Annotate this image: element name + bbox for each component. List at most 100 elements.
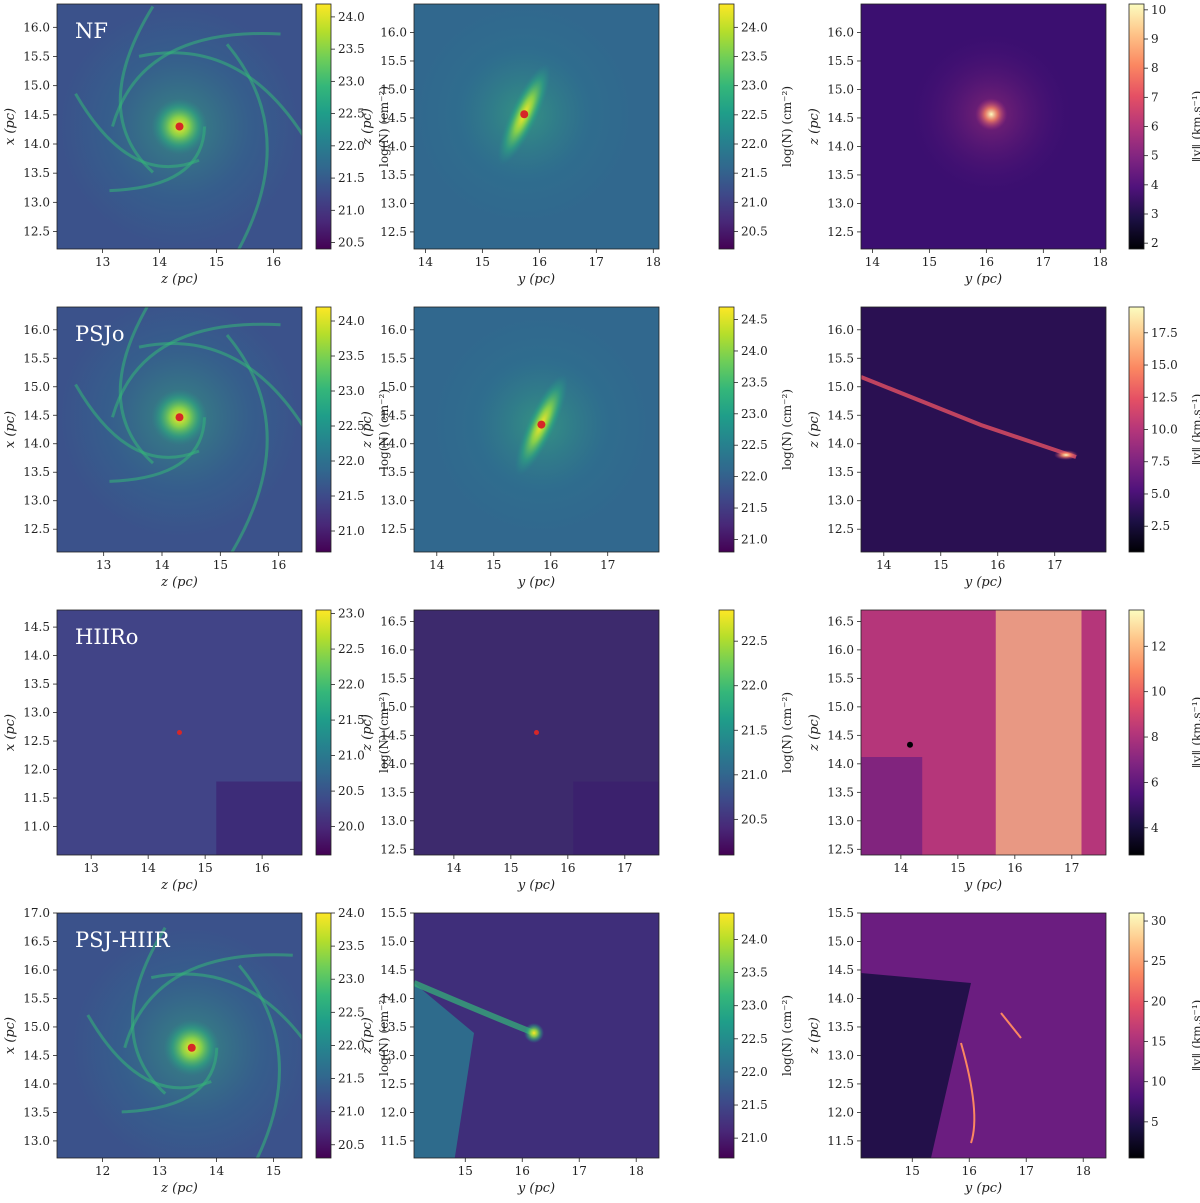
colorbar-tick-label: 12 [1151,639,1166,653]
colorbar-tick-label: 3 [1151,207,1159,221]
colorbar-tick-label: 12.5 [1151,390,1178,404]
y-axis-label: x (pc) [3,1017,18,1054]
colorbar-tick-label: 20 [1151,994,1166,1008]
x-tick-label: 17 [1047,558,1062,572]
y-tick-label: 15.5 [23,50,50,64]
colorbar-tick-label: 17.5 [1151,326,1178,340]
y-tick-label: 15.0 [23,1020,50,1034]
x-tick-label: 15 [905,1164,920,1178]
y-tick-label: 14.5 [380,728,407,742]
x-tick-label: 16 [990,558,1005,572]
colorbar-label: log(N) (cm⁻²) [377,692,391,773]
x-tick-label: 18 [1093,255,1108,269]
colorbar: 21.0 21.5 22.0 22.5 23.0 23.5 24.0 24.5 log(N) (… [718,306,794,553]
colorbar-tick-label: 21.0 [338,524,365,538]
y-tick-label: 14.0 [23,649,50,663]
y-tick-label: 13.0 [23,1134,50,1148]
y-tick-label: 14.5 [380,963,407,977]
x-axis-label: y (pc) [517,272,555,287]
colorbar-label: log(N) (cm⁻²) [780,692,794,773]
colorbar-tick-label: 21.5 [338,171,365,185]
y-tick-label: 14.5 [380,111,407,125]
y-tick-label: 13.5 [827,465,854,479]
colorbar-tick-label: 25 [1151,954,1166,968]
plot-frame [413,609,660,856]
colorbar-tick-label: 24.0 [741,20,768,34]
colorbar-tick-label: 24.0 [338,906,365,920]
y-axis-label: z (pc) [360,108,375,146]
colorbar-tick-label: 5.0 [1151,487,1170,501]
y-tick-label: 12.0 [827,1105,854,1119]
panel-2-1: PSJo 13 14 15 16 12.5 13.0 13.5 14.0 14.5 15.0 15.5… [3,306,303,590]
x-tick-label: 16 [515,1164,530,1178]
colorbar-tick-label: 20.5 [741,812,768,826]
heatmap-image [414,4,659,249]
colorbar-tick-label: 22.0 [338,454,365,468]
colorbar-tick-label: 21.0 [741,195,768,209]
panel-3-3: 14 15 16 17 12.5 13.0 13.5 14.0 14.5 15.0 15.5 16.0… [807,609,1107,893]
y-tick-label: 16.0 [380,25,407,39]
y-tick-label: 13.5 [380,168,407,182]
colorbar-tick-label: 21.0 [741,768,768,782]
colorbar-tick-label: 22.0 [338,678,365,692]
y-tick-label: 15.5 [380,906,407,920]
y-tick-label: 14.5 [827,408,854,422]
colorbar-tick-label: 23.5 [741,966,768,980]
y-tick-label: 12.5 [827,522,854,536]
y-tick-label: 13.5 [827,1020,854,1034]
y-tick-label: 16.5 [827,614,854,628]
panel-1-2: 14 15 16 17 18 12.5 13.0 13.5 14.0 14.5 15.0 15.5 16… [360,3,661,287]
plot-frame [413,912,660,1159]
y-tick-label: 16.0 [827,25,854,39]
simulation-label: PSJ-HIIR [75,928,171,952]
colorbar-tick-label: 20.5 [338,784,365,798]
x-tick-label: 16 [532,255,547,269]
y-tick-label: 15.0 [380,82,407,96]
y-tick-label: 15.5 [380,671,407,685]
x-tick-label: 13 [96,558,111,572]
heatmap-image [414,307,659,552]
y-tick-label: 13.5 [827,785,854,799]
y-tick-label: 14.0 [827,757,854,771]
x-tick-label: 16 [979,255,994,269]
x-tick-label: 13 [95,255,110,269]
colorbar-tick-label: 23.0 [338,74,365,88]
colorbar-tick-label: 22.0 [338,1038,365,1052]
simulation-label: HIIRo [75,625,138,649]
y-tick-label: 13.0 [827,814,854,828]
y-tick-label: 15.5 [827,54,854,68]
simulation-label: PSJo [75,322,125,346]
colorbar-label: log(N) (cm⁻²) [780,389,794,470]
y-tick-label: 15.0 [23,79,50,93]
x-tick-label: 15 [475,255,490,269]
colorbar-tick-label: 10 [1151,685,1166,699]
colorbar-tick-label: 21.0 [741,1131,768,1145]
x-tick-label: 17 [572,1164,587,1178]
y-tick-label: 16.0 [380,323,407,337]
colorbar-gradient [1128,609,1145,856]
x-tick-label: 18 [629,1164,644,1178]
colorbar-tick-label: 23.0 [741,79,768,93]
colorbar-gradient [315,609,332,856]
colorbar-tick-label: 23.0 [338,607,365,621]
y-tick-label: 14.0 [380,757,407,771]
plot-frame [860,306,1107,553]
x-tick-label: 17 [1064,861,1079,875]
x-tick-label: 17 [1019,1164,1034,1178]
colorbar-label: ‖v‖ (km.s⁻¹) [1190,91,1200,163]
y-tick-label: 13.5 [827,168,854,182]
y-tick-label: 14.0 [827,991,854,1005]
y-tick-label: 11.5 [827,1134,854,1148]
y-tick-label: 15.0 [380,934,407,948]
x-tick-label: 16 [543,558,558,572]
y-tick-label: 13.0 [827,196,854,210]
colorbar: 20.5 21.0 21.5 22.0 22.5 23.0 23.5 24.0 log(N) (… [315,3,391,250]
colorbar-tick-label: 23.0 [338,972,365,986]
panel-3-1: HIIRo 13 14 15 16 11.0 11.5 12.0 12.5 13.0 13.5 14.… [3,609,303,893]
plot-frame [860,3,1107,250]
y-axis-label: z (pc) [807,411,822,449]
plot-frame [56,912,303,1159]
colorbar-tick-label: 21.0 [338,1105,365,1119]
colorbar-tick-label: 15 [1151,1035,1166,1049]
y-axis-label: x (pc) [3,714,18,751]
